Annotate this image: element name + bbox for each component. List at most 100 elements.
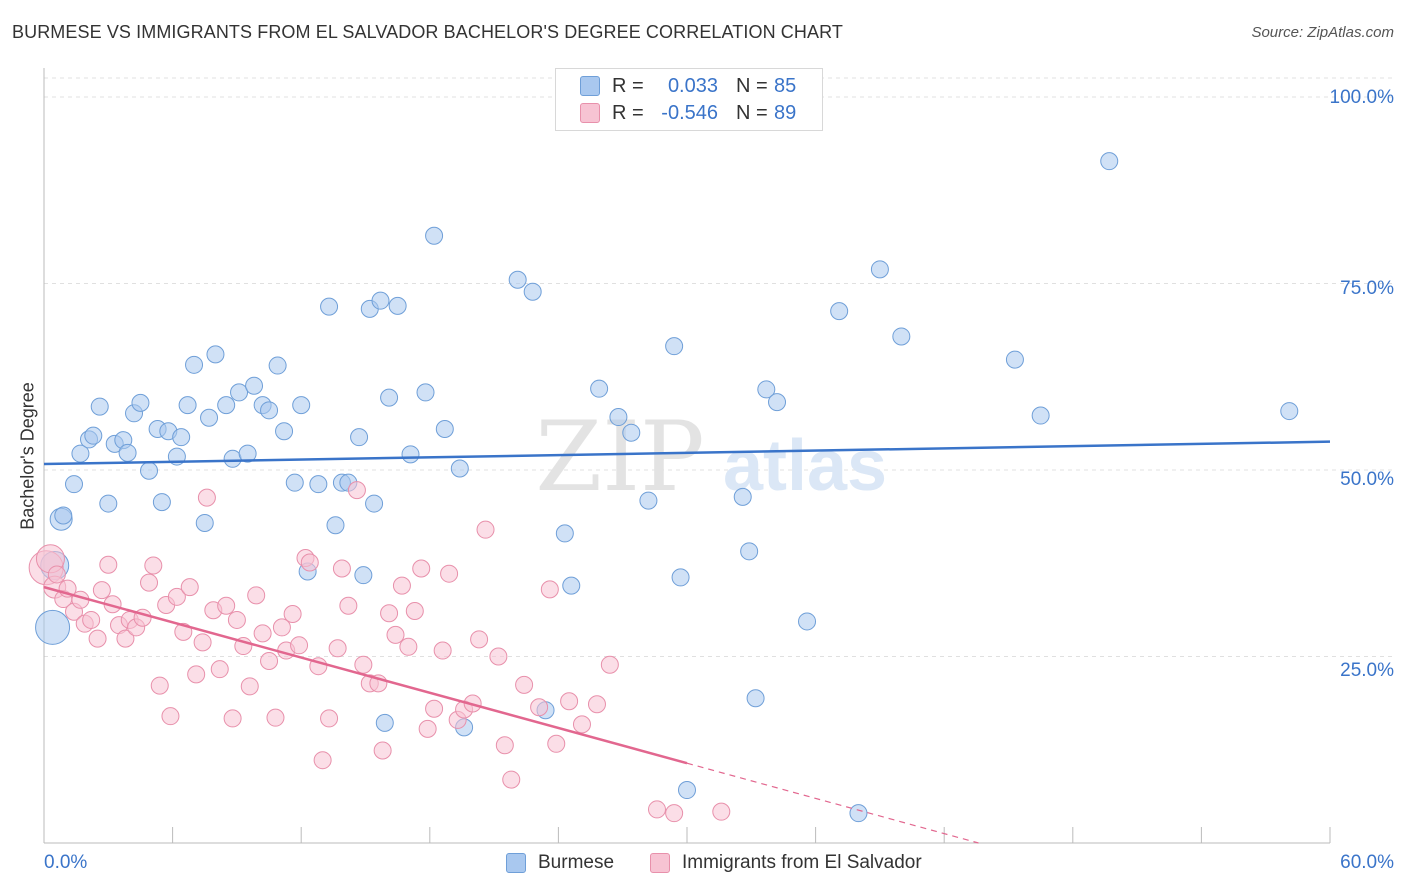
legend-item-burmese[interactable]: Burmese xyxy=(506,852,614,874)
point-burmese xyxy=(849,804,868,823)
point-salvador xyxy=(339,596,358,615)
point-burmese xyxy=(99,494,118,513)
point-salvador xyxy=(88,629,107,648)
point-burmese xyxy=(84,426,103,445)
gridlines xyxy=(44,77,1395,657)
point-burmese xyxy=(508,270,527,289)
point-burmese xyxy=(768,393,787,412)
point-salvador xyxy=(412,559,431,578)
point-salvador xyxy=(418,719,437,738)
legend-item-salvador[interactable]: Immigrants from El Salvador xyxy=(650,852,922,874)
point-salvador xyxy=(560,692,579,711)
point-salvador xyxy=(440,564,459,583)
point-burmese xyxy=(1280,402,1299,421)
legend-swatch-salvador xyxy=(650,853,670,873)
legend-r-value: -0.546 xyxy=(661,101,718,124)
x-tick-max: 60.0% xyxy=(1340,852,1394,873)
point-salvador xyxy=(193,633,212,652)
point-burmese xyxy=(375,713,394,732)
point-salvador xyxy=(502,770,521,789)
point-burmese xyxy=(639,491,658,510)
x-tick-min: 0.0% xyxy=(44,852,88,873)
point-salvador xyxy=(253,624,272,643)
point-salvador xyxy=(223,709,242,728)
legend-label-burmese: Burmese xyxy=(538,852,615,873)
watermark: ZIP atlas xyxy=(535,401,887,513)
point-salvador xyxy=(347,481,366,500)
point-burmese xyxy=(200,408,219,427)
legend-r-label: R = xyxy=(612,101,644,124)
point-salvador xyxy=(140,573,159,592)
point-salvador xyxy=(600,655,619,674)
point-salvador xyxy=(392,576,411,595)
legend-row-salvador: R = -0.546 N = 89 xyxy=(580,102,796,124)
point-burmese xyxy=(292,396,311,415)
point-burmese xyxy=(757,380,776,399)
point-salvador xyxy=(217,596,236,615)
point-salvador xyxy=(587,695,606,714)
point-burmese xyxy=(245,376,264,395)
point-burmese xyxy=(230,383,249,402)
point-burmese xyxy=(54,506,73,525)
point-burmese xyxy=(65,475,84,494)
point-salvador xyxy=(433,641,452,660)
point-burmese xyxy=(223,449,242,468)
point-salvador xyxy=(260,651,279,670)
point-salvador xyxy=(489,647,508,666)
point-burmese xyxy=(523,282,542,301)
point-salvador xyxy=(247,586,266,605)
point-salvador xyxy=(332,559,351,578)
point-salvador xyxy=(495,736,514,755)
point-salvador xyxy=(116,629,135,648)
trend-salvador-extension xyxy=(686,762,979,844)
source-label: Source: ZipAtlas.com xyxy=(1251,24,1394,41)
point-salvador xyxy=(150,676,169,695)
trend-salvador xyxy=(43,585,688,765)
point-salvador xyxy=(92,581,111,600)
point-burmese xyxy=(671,568,690,587)
point-burmese xyxy=(740,542,759,561)
y-tick-25: 25.0% xyxy=(1340,660,1394,681)
legend-r-label: R = xyxy=(612,74,644,97)
legend-swatch-salvador xyxy=(580,103,600,123)
point-burmese xyxy=(622,423,641,442)
point-burmese xyxy=(217,396,236,415)
point-burmese xyxy=(609,408,628,427)
point-burmese xyxy=(131,393,150,412)
point-salvador xyxy=(47,565,66,584)
point-salvador xyxy=(530,698,549,717)
point-burmese xyxy=(365,494,384,513)
y-tick-50: 50.0% xyxy=(1340,469,1394,490)
point-burmese xyxy=(172,428,191,447)
point-salvador xyxy=(380,604,399,623)
point-salvador xyxy=(399,637,418,656)
point-burmese xyxy=(152,493,171,512)
point-salvador xyxy=(167,587,186,606)
y-tick-75: 75.0% xyxy=(1340,278,1394,299)
legend-r-value: 0.033 xyxy=(667,74,718,97)
legend-n-label: N = xyxy=(736,101,768,124)
chart-title: BURMESE VS IMMIGRANTS FROM EL SALVADOR B… xyxy=(12,22,843,42)
point-salvador xyxy=(210,660,229,679)
point-burmese xyxy=(590,379,609,398)
legend-n-value: 85 xyxy=(774,74,797,97)
point-burmese xyxy=(416,383,435,402)
point-salvador xyxy=(300,553,319,572)
point-burmese xyxy=(1100,152,1119,171)
point-burmese xyxy=(195,513,214,532)
point-burmese xyxy=(892,327,911,346)
point-salvador xyxy=(405,601,424,620)
point-burmese xyxy=(425,226,444,245)
point-salvador xyxy=(187,665,206,684)
point-salvador xyxy=(180,578,199,597)
point-burmese xyxy=(118,443,137,462)
point-burmese xyxy=(275,422,294,441)
point-salvador xyxy=(540,580,559,599)
point-salvador xyxy=(354,655,373,674)
point-salvador xyxy=(470,630,489,649)
point-salvador xyxy=(266,708,285,727)
legend-label-salvador: Immigrants from El Salvador xyxy=(682,852,922,873)
point-burmese xyxy=(178,396,197,415)
point-burmese xyxy=(260,401,279,420)
